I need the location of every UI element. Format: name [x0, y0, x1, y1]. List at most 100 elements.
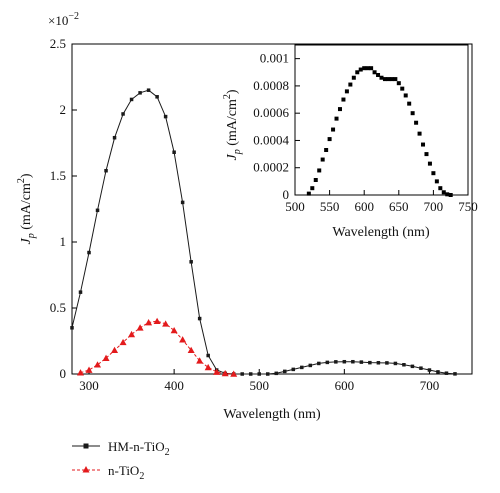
data-point-hm-n-tio2 — [444, 371, 449, 375]
main-y-label-subscript: p — [26, 233, 37, 239]
inset-x-tick-label: 650 — [389, 199, 409, 214]
data-point-inset — [365, 66, 370, 71]
data-point-hm-n-tio2 — [265, 372, 270, 376]
legend-label-n-tio2-sub: 2 — [139, 471, 144, 482]
data-point-inset — [431, 171, 436, 176]
main-y-label-symbol: J — [19, 238, 34, 245]
data-point-hm-n-tio2 — [436, 370, 440, 374]
data-point-inset — [427, 161, 432, 166]
inset-x-tick-label: 500 — [285, 199, 305, 214]
data-point-n-tio2 — [85, 366, 93, 373]
data-point-hm-n-tio2 — [146, 88, 151, 92]
main-x-tick-label: 300 — [79, 378, 99, 393]
data-point-hm-n-tio2 — [359, 360, 364, 364]
legend-marker-n-tio2 — [82, 466, 90, 473]
data-point-inset — [344, 89, 349, 94]
data-point-inset — [313, 178, 318, 182]
data-point-n-tio2 — [204, 363, 212, 371]
data-point-inset — [386, 77, 391, 82]
series-line-hm-n-tio2 — [71, 89, 456, 375]
inset-y-tick-label: 0 — [283, 187, 290, 202]
legend-label-n-tio2: n-TiO2 — [108, 463, 144, 482]
data-point-inset — [372, 70, 377, 75]
main-y-label-superscript: 2 — [16, 178, 27, 183]
data-point-hm-n-tio2 — [291, 367, 296, 372]
data-point-hm-n-tio2 — [419, 366, 423, 370]
main-x-tick-label: 600 — [335, 378, 355, 393]
main-y-ticks: 0 0.5 1 1.5 2 2.5 — [50, 36, 77, 381]
data-point-hm-n-tio2 — [121, 112, 125, 116]
data-point-hm-n-tio2 — [104, 168, 108, 173]
data-point-inset — [414, 120, 419, 125]
legend: HM-n-TiO2 n-TiO2 — [72, 439, 170, 482]
inset-y-label-subscript: p — [232, 149, 243, 155]
data-point-n-tio2 — [221, 369, 229, 377]
main-y-label-close: ) — [19, 173, 34, 178]
main-y-tick-label: 2.5 — [50, 36, 66, 51]
data-point-n-tio2 — [196, 357, 204, 364]
data-point-inset — [421, 142, 426, 147]
data-point-hm-n-tio2 — [368, 360, 372, 365]
data-point-hm-n-tio2 — [393, 361, 398, 366]
data-point-inset — [362, 66, 367, 71]
data-point-hm-n-tio2 — [410, 364, 415, 369]
data-point-n-tio2 — [94, 361, 102, 368]
data-point-inset — [448, 193, 453, 197]
data-point-hm-n-tio2 — [155, 95, 159, 99]
data-point-inset — [358, 67, 363, 72]
main-x-tick-label: 400 — [164, 378, 184, 393]
inset-plot-frame — [294, 44, 469, 196]
data-point-inset — [434, 179, 439, 184]
data-point-inset — [389, 77, 394, 82]
main-plot: 300 400 500 600 700 0 0.5 1 1.5 2 2.5 ×10−2 Wavel… — [16, 11, 473, 422]
main-y-tick-label: 0 — [60, 366, 67, 381]
main-x-axis-label: Wavelength (nm) — [223, 407, 321, 422]
inset-x-tick-label: 700 — [424, 199, 444, 214]
inset-x-tick-label: 600 — [354, 199, 374, 214]
legend-marker-hm-n-tio2 — [83, 443, 89, 449]
inset-y-tick-label: 0.0008 — [253, 78, 289, 93]
data-point-n-tio2 — [162, 320, 170, 327]
data-point-hm-n-tio2 — [180, 200, 185, 205]
main-x-tick-label: 500 — [249, 378, 269, 393]
data-point-inset — [410, 111, 415, 116]
main-y-label-unit: (mA/cm — [19, 183, 34, 233]
data-point-hm-n-tio2 — [385, 361, 389, 365]
data-point-n-tio2 — [119, 338, 127, 346]
data-point-hm-n-tio2 — [95, 208, 100, 213]
data-point-inset — [417, 131, 422, 136]
data-point-n-tio2 — [230, 370, 238, 377]
data-point-n-tio2 — [179, 336, 187, 343]
data-point-inset — [341, 97, 346, 102]
data-point-hm-n-tio2 — [342, 359, 347, 364]
inset-x-tick-label: 750 — [458, 199, 478, 214]
data-point-hm-n-tio2 — [402, 363, 406, 367]
data-point-inset — [445, 192, 450, 197]
data-point-inset — [407, 101, 412, 106]
y-axis-multiplier: ×10−2 — [48, 11, 79, 28]
data-point-hm-n-tio2 — [240, 372, 244, 376]
inset-x-tick-label: 550 — [320, 199, 340, 214]
data-point-inset — [438, 186, 443, 191]
data-point-hm-n-tio2 — [206, 353, 210, 358]
data-point-inset — [306, 191, 311, 196]
data-point-n-tio2 — [111, 346, 119, 354]
data-point-hm-n-tio2 — [172, 150, 176, 154]
data-point-hm-n-tio2 — [274, 371, 279, 376]
main-y-tick-label: 1.5 — [50, 168, 66, 183]
inset-y-axis-label: Jp (mA/cm2) — [222, 89, 243, 160]
data-point-inset — [393, 77, 398, 82]
data-point-n-tio2 — [136, 324, 144, 331]
data-point-hm-n-tio2 — [163, 114, 168, 119]
data-point-n-tio2 — [213, 368, 221, 375]
data-point-hm-n-tio2 — [112, 135, 117, 140]
main-y-tick-label: 0.5 — [50, 300, 66, 315]
legend-label-hm-n-tio2-sub: 2 — [165, 447, 170, 458]
data-point-inset — [327, 137, 332, 142]
data-point-n-tio2 — [153, 317, 161, 324]
y-axis-multiplier-exponent: −2 — [68, 11, 79, 22]
legend-label-hm-n-tio2: HM-n-TiO2 — [108, 439, 170, 458]
data-point-inset — [355, 70, 360, 75]
data-point-inset — [317, 168, 322, 173]
